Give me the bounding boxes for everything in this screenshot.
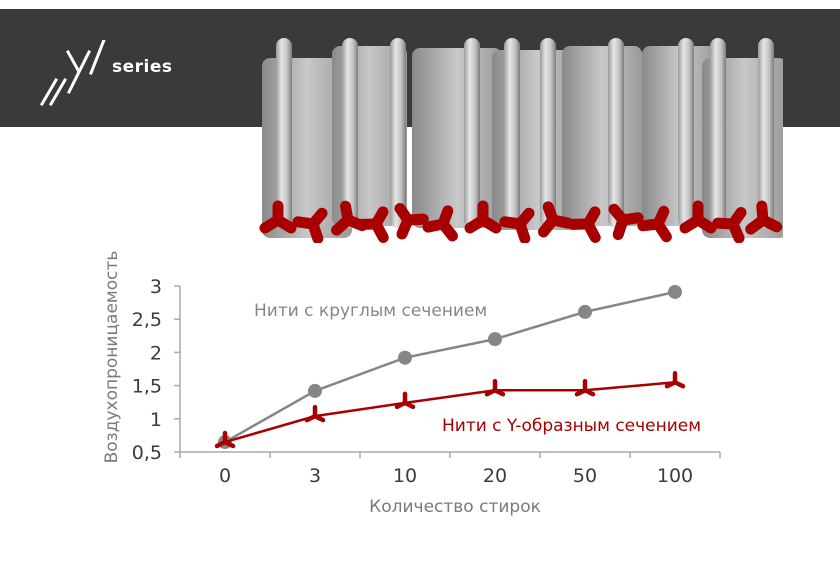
- logo-mark-icon: [39, 38, 106, 107]
- series-round-line: [218, 284, 682, 450]
- y-tick-label: 0,5: [132, 442, 162, 464]
- logo-text: series: [112, 57, 173, 77]
- round-marker: [578, 304, 592, 319]
- y-series-logo: series: [38, 38, 208, 110]
- y-shape-marker: [394, 391, 416, 410]
- series-y-line: [214, 371, 686, 449]
- round-marker: [398, 350, 412, 365]
- x-tick-label: 10: [393, 465, 417, 487]
- y-tick-label: 2: [150, 342, 162, 364]
- y-tick-label: 2,5: [132, 309, 162, 331]
- x-axis-title: Количество стирок: [369, 497, 541, 517]
- y-shape-marker: [304, 404, 326, 423]
- round-marker: [488, 332, 502, 347]
- y-shape-marker: [214, 430, 236, 449]
- round-marker: [308, 383, 322, 398]
- fiber-illustration: [258, 28, 787, 244]
- legend-round-label: Нити с круглым сечением: [254, 301, 487, 321]
- x-tick-label: 20: [483, 465, 507, 487]
- round-marker: [668, 284, 682, 299]
- y-shape-marker: [484, 378, 506, 397]
- y-shape-marker: [664, 371, 686, 389]
- y-tick-label: 1,5: [132, 376, 162, 398]
- x-tick-label: 0: [219, 465, 231, 487]
- y-tick-label: 3: [150, 276, 162, 298]
- legend-y-label: Нити с Y-образным сечением: [442, 416, 701, 436]
- axis-ticks: 0,5 1 1,5 2 2,5 3 0 3 10 20 50 100: [132, 276, 721, 487]
- y-tick-label: 1: [150, 409, 162, 431]
- x-tick-label: 50: [573, 465, 597, 487]
- x-tick-label: 3: [309, 465, 321, 487]
- y-shape-marker: [574, 378, 596, 397]
- y-axis-title: Воздухопроницаемость: [102, 251, 122, 464]
- airflow-chart: 0,5 1 1,5 2 2,5 3 0 3 10 20 50 100 Нити с круглым с…: [0, 240, 840, 560]
- x-tick-label: 100: [657, 465, 693, 487]
